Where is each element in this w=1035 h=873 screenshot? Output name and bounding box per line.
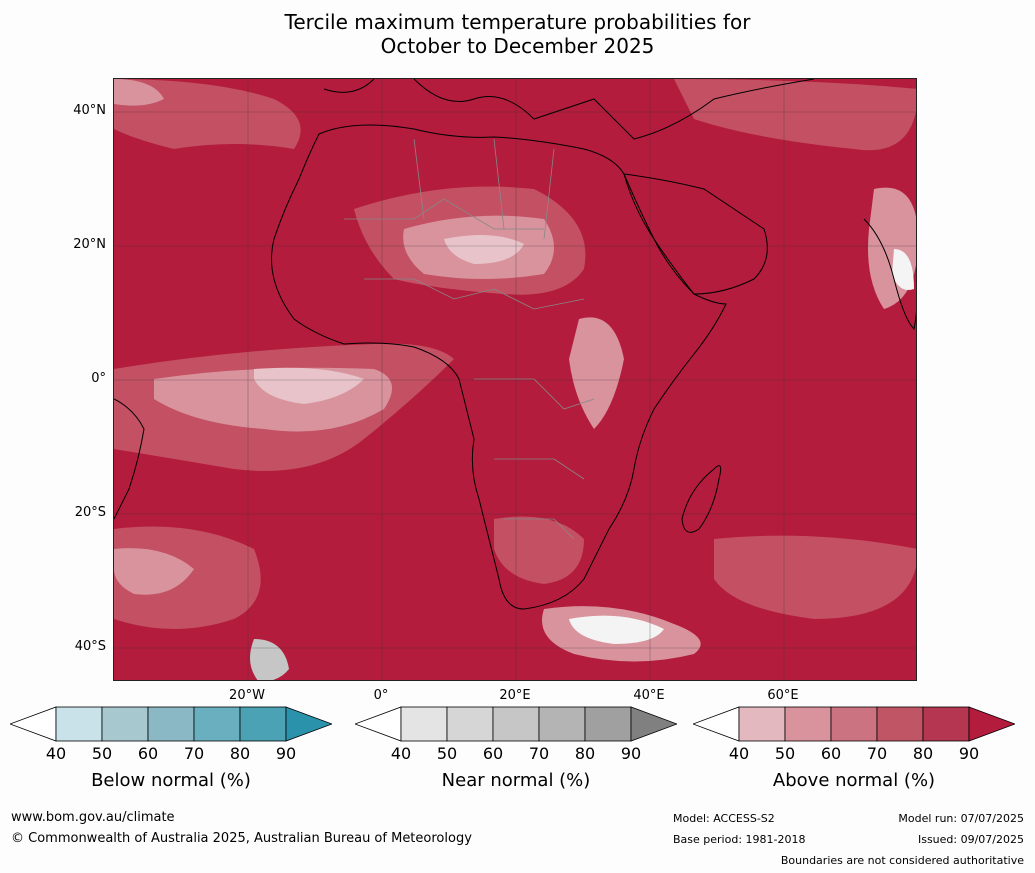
lon-label-0: 0° [373,688,389,703]
africa-coastline [271,124,727,610]
colorbar-swatch [492,706,540,742]
colorbar-min-extension [8,706,57,742]
map-title: Tercile maximum temperature probabilitie… [0,10,1035,58]
colorbar-above-normal-label: Above normal (%) [772,770,936,791]
colorbar-swatch [876,706,924,742]
colorbar-tick-label: 60 [137,744,159,763]
colorbar-tick-label: 90 [958,744,980,763]
colorbar-below-normal-label: Below normal (%) [91,770,251,791]
colorbar-swatch [738,706,786,742]
colorbar-max-extension [968,706,1017,742]
colorbar-below-normal-swatches [8,706,334,742]
colorbar-tick-label: 40 [390,744,412,763]
footer-model-run: Model run: 07/07/2025 [898,812,1024,825]
colorbar-above-normal: 40 50 60 70 80 90 Above normal (%) [691,706,1017,791]
colorbar-near-normal-swatches [353,706,679,742]
colorbar-swatch [784,706,832,742]
europe-coast [323,79,815,140]
footer-copyright: © Commonwealth of Australia 2025, Austra… [11,831,472,846]
colorbar-tick-label: 80 [229,744,251,763]
footer-disclaimer: Boundaries are not considered authoritat… [780,854,1024,867]
footer-url[interactable]: www.bom.gov.au/climate [11,810,175,825]
colorbar-swatch [55,706,103,742]
colorbar-swatch [446,706,494,742]
colorbar-tick-label: 90 [275,744,297,763]
lat-label-40s: 40°S [74,639,106,654]
title-line-1: Tercile maximum temperature probabilitie… [284,10,751,34]
south-america-coast [114,398,145,520]
colorbar-tick-label: 70 [183,744,205,763]
lon-label-20w: 20°W [229,688,265,703]
colorbar-min-extension [691,706,740,742]
colorbar-below-normal: 40 50 60 70 80 90 Below normal (%) [8,706,334,791]
colorbar-swatch [101,706,149,742]
colorbar-above-normal-swatches [691,706,1017,742]
country-borders [344,138,595,540]
colorbar-swatch [400,706,448,742]
madagascar [681,465,722,533]
graticule [114,79,916,680]
colorbar-tick-label: 60 [482,744,504,763]
colorbar-swatch [147,706,195,742]
colorbar-tick-label: 80 [912,744,934,763]
colorbar-tick-label: 50 [774,744,796,763]
colorbar-swatch [922,706,970,742]
colorbar-tick-label: 50 [436,744,458,763]
lon-label-20e: 20°E [499,688,531,703]
title-line-2: October to December 2025 [380,34,655,58]
colorbar-swatch [239,706,287,742]
footer-model: Model: ACCESS-S2 [673,812,775,825]
lat-label-20s: 20°S [74,505,106,520]
footer-base-period: Base period: 1981-2018 [673,833,806,846]
india-coast [863,218,916,331]
colorbar-tick-label: 40 [728,744,750,763]
colorbar-swatch [193,706,241,742]
probability-map [113,78,917,681]
lat-label-40n: 40°N [73,103,106,118]
colorbar-tick-label: 40 [45,744,67,763]
colorbar-tick-label: 50 [91,744,113,763]
colorbar-tick-label: 60 [820,744,842,763]
colorbar-swatch [584,706,632,742]
colorbar-swatch [830,706,878,742]
colorbar-tick-label: 80 [574,744,596,763]
lon-label-60e: 60°E [767,688,799,703]
arabian-peninsula [623,173,768,295]
colorbar-max-extension [285,706,334,742]
colorbar-min-extension [353,706,402,742]
colorbar-near-normal: 40 50 60 70 80 90 Near normal (%) [353,706,679,791]
lat-label-0: 0° [91,371,106,386]
colorbar-tick-label: 90 [620,744,642,763]
footer-issued: Issued: 09/07/2025 [917,833,1024,846]
lat-label-20n: 20°N [73,237,106,252]
colorbar-near-normal-label: Near normal (%) [441,770,591,791]
colorbar-max-extension [630,706,679,742]
map-canvas [114,79,916,680]
lon-label-40e: 40°E [633,688,665,703]
probability-shading [114,79,916,680]
colorbar-swatch [538,706,586,742]
colorbar-tick-label: 70 [866,744,888,763]
colorbar-tick-label: 70 [528,744,550,763]
